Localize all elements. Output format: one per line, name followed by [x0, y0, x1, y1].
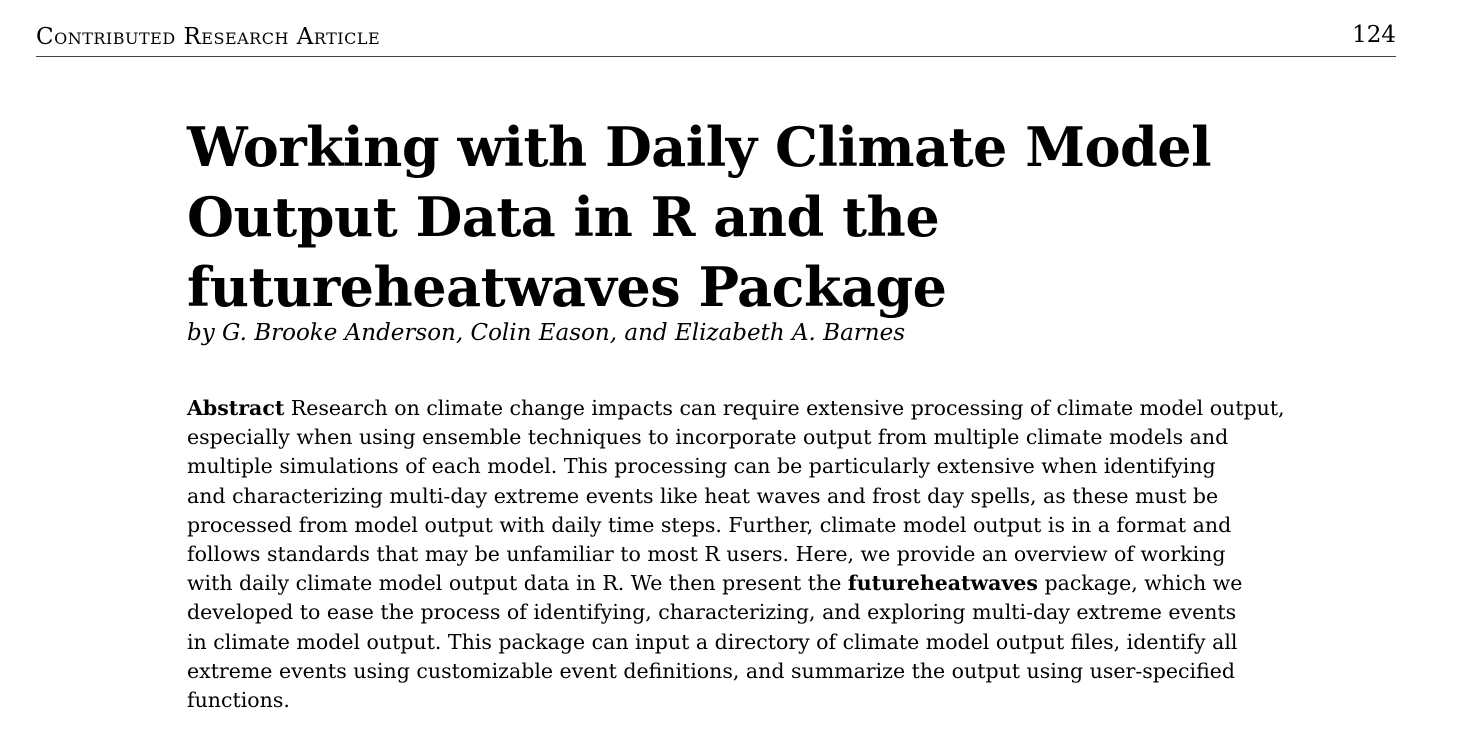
abstract-line: follows standards that may be unfamiliar…: [187, 542, 1226, 567]
abstract-line: processed from model output with daily t…: [187, 512, 1232, 537]
package-name: futureheatwaves: [847, 571, 1038, 596]
abstract-line: especially when using ensemble technique…: [187, 425, 1229, 450]
page-number: 124: [1352, 22, 1396, 48]
title-line: Output Data in R and the: [187, 185, 940, 249]
abstract-line: developed to ease the process of identif…: [187, 600, 1237, 625]
abstract-line: and characterizing multi-day extreme eve…: [187, 483, 1219, 508]
abstract-line: multiple simulations of each model. This…: [187, 454, 1216, 479]
title-line: Working with Daily Climate Model: [187, 115, 1212, 179]
section-label: Contributed Research Article: [36, 24, 381, 50]
abstract-line: with daily climate model output data in …: [187, 571, 1243, 596]
title-line: futureheatwaves Package: [187, 255, 947, 319]
author-byline: by G. Brooke Anderson, Colin Eason, and …: [187, 320, 906, 346]
abstract-line: functions.: [187, 688, 290, 713]
abstract-label: Abstract: [187, 396, 285, 420]
abstract-line: Abstract Research on climate change impa…: [187, 396, 1285, 420]
running-header: Contributed Research Article 124: [36, 20, 1396, 57]
article-title: Working with Daily Climate Model Output …: [187, 112, 1247, 322]
abstract: Abstract Research on climate change impa…: [187, 394, 1285, 715]
abstract-line: extreme events using customizable event …: [187, 658, 1235, 683]
abstract-line: in climate model output. This package ca…: [187, 629, 1238, 654]
